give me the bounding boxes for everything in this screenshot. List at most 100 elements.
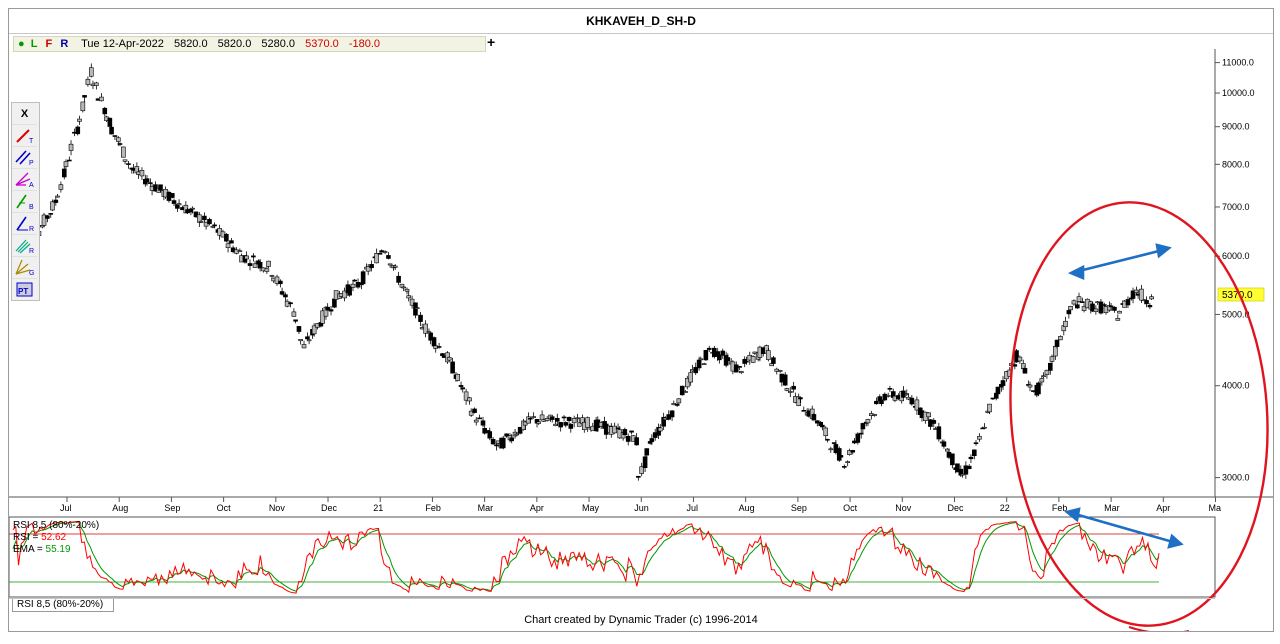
candle-body [473, 419, 479, 423]
candle-body [977, 436, 982, 440]
flag-f[interactable]: F [45, 38, 53, 50]
candle-body [63, 161, 69, 167]
tab-rsi[interactable]: RSI 8,5 (80%-20%) [12, 599, 115, 612]
ema-readout-label: EMA = [13, 544, 46, 555]
rsi-panel-title: RSI 8,5 (80%-20%) [13, 520, 99, 531]
andrews-fork-tool[interactable]: A [12, 169, 37, 191]
candle-body [229, 240, 234, 244]
tool-sub-label: B [29, 204, 34, 211]
x-tick-label: Nov [895, 503, 912, 513]
candle-body [522, 421, 528, 426]
fib-tool[interactable]: B [12, 191, 37, 213]
bar-open: 5820.0 [173, 38, 208, 50]
annotation-price-arrow [1067, 243, 1172, 280]
candle-body [190, 207, 195, 210]
candle-body [855, 433, 861, 443]
candle-body [392, 265, 398, 268]
tool-sub-label: R [29, 248, 34, 255]
candle-body [514, 433, 520, 436]
last-price-marker: 5370.0 [1217, 287, 1265, 302]
candle-body [428, 332, 433, 341]
candle-body [423, 323, 428, 334]
gann-fan-tool[interactable]: G [12, 257, 37, 279]
candle-body [558, 422, 563, 428]
candle-body [320, 310, 325, 324]
candle-body [561, 416, 567, 419]
price-time-tool[interactable]: PT [12, 279, 37, 300]
candle-body [455, 373, 460, 381]
candle-body [278, 280, 283, 285]
flag-l[interactable]: L [30, 38, 38, 50]
candle-body [693, 367, 699, 374]
candle-body [960, 473, 965, 476]
candle-body [634, 437, 639, 446]
y-tick-label: 8000.0 [1222, 159, 1250, 169]
candle-body [279, 291, 285, 295]
candle-body [733, 364, 739, 373]
candle-body [144, 178, 150, 183]
candle-body [374, 253, 379, 264]
x-tick-label: Dec [321, 503, 338, 513]
candle-body [109, 126, 114, 135]
candle-body [122, 159, 128, 162]
candle-body [744, 360, 749, 363]
candle-body [477, 417, 482, 420]
candle-body [257, 261, 263, 269]
tool-sub-label: G [29, 270, 34, 277]
candle-body [1068, 306, 1073, 311]
chart-canvas: 11000.0 10000.0 9000.0 8000.0 7000.0 6000.0 50… [9, 49, 1273, 631]
candle-body [838, 455, 844, 458]
drawing-toolbar: X T P A B R R G PT [11, 102, 40, 301]
bar-high: 5820.0 [217, 38, 252, 50]
candle-body [252, 263, 258, 268]
candle-body [968, 456, 974, 460]
add-panel-button[interactable]: + [487, 34, 496, 50]
rsi-readout-label: RSI = [13, 532, 41, 543]
candle-body [644, 448, 650, 456]
candle-body [193, 211, 199, 218]
toolbar-close-button[interactable]: X [12, 103, 37, 125]
ratio-channel-tool[interactable]: R [12, 235, 37, 257]
x-tick-label: Jul [60, 503, 72, 513]
x-tick-label: Nov [269, 503, 286, 513]
candle-body [386, 255, 391, 259]
candle-body [777, 370, 783, 372]
x-tick-label: Ma [1209, 503, 1222, 513]
candle-body [725, 357, 731, 362]
annotation-red-tail [1128, 626, 1189, 631]
candle-body [409, 298, 415, 306]
candle-body [536, 421, 542, 424]
candle-body [549, 416, 555, 420]
candle-body [1093, 308, 1099, 312]
candle-body [480, 420, 486, 426]
candle-body [850, 450, 856, 453]
candle-body [406, 295, 412, 299]
candle-body [571, 418, 577, 424]
candle-body [872, 414, 877, 416]
candle-body [126, 163, 131, 165]
candle-body [612, 425, 617, 434]
candle-body [176, 203, 182, 206]
bar-low: 5280.0 [261, 38, 296, 50]
x-tick-label: Apr [1156, 503, 1170, 513]
y-tick-label: 11000.0 [1222, 58, 1254, 68]
candle-body [288, 302, 293, 305]
candle-body [982, 426, 987, 429]
ratio-line-tool[interactable]: R [12, 213, 37, 235]
x-tick-label: Sep [791, 503, 807, 513]
trend-line-tool[interactable]: T [12, 125, 37, 147]
parallel-lines-tool[interactable]: P [12, 147, 37, 169]
candle-body [306, 339, 312, 342]
candle-body [360, 271, 366, 285]
flag-r[interactable]: R [60, 38, 69, 50]
y-tick-label: 7000.0 [1222, 202, 1250, 212]
candle-body [1090, 303, 1095, 312]
candle-body [269, 275, 275, 277]
x-tick-label: Jul [686, 503, 698, 513]
rsi-panel: RSI 8,5 (80%-20%) RSI = 52.62 EMA = 55.1… [9, 516, 1216, 598]
candle-body [820, 424, 825, 428]
candle-body [500, 437, 506, 449]
candle-body [701, 363, 707, 366]
bar-change: -180.0 [348, 38, 381, 50]
candle-body [720, 350, 726, 356]
